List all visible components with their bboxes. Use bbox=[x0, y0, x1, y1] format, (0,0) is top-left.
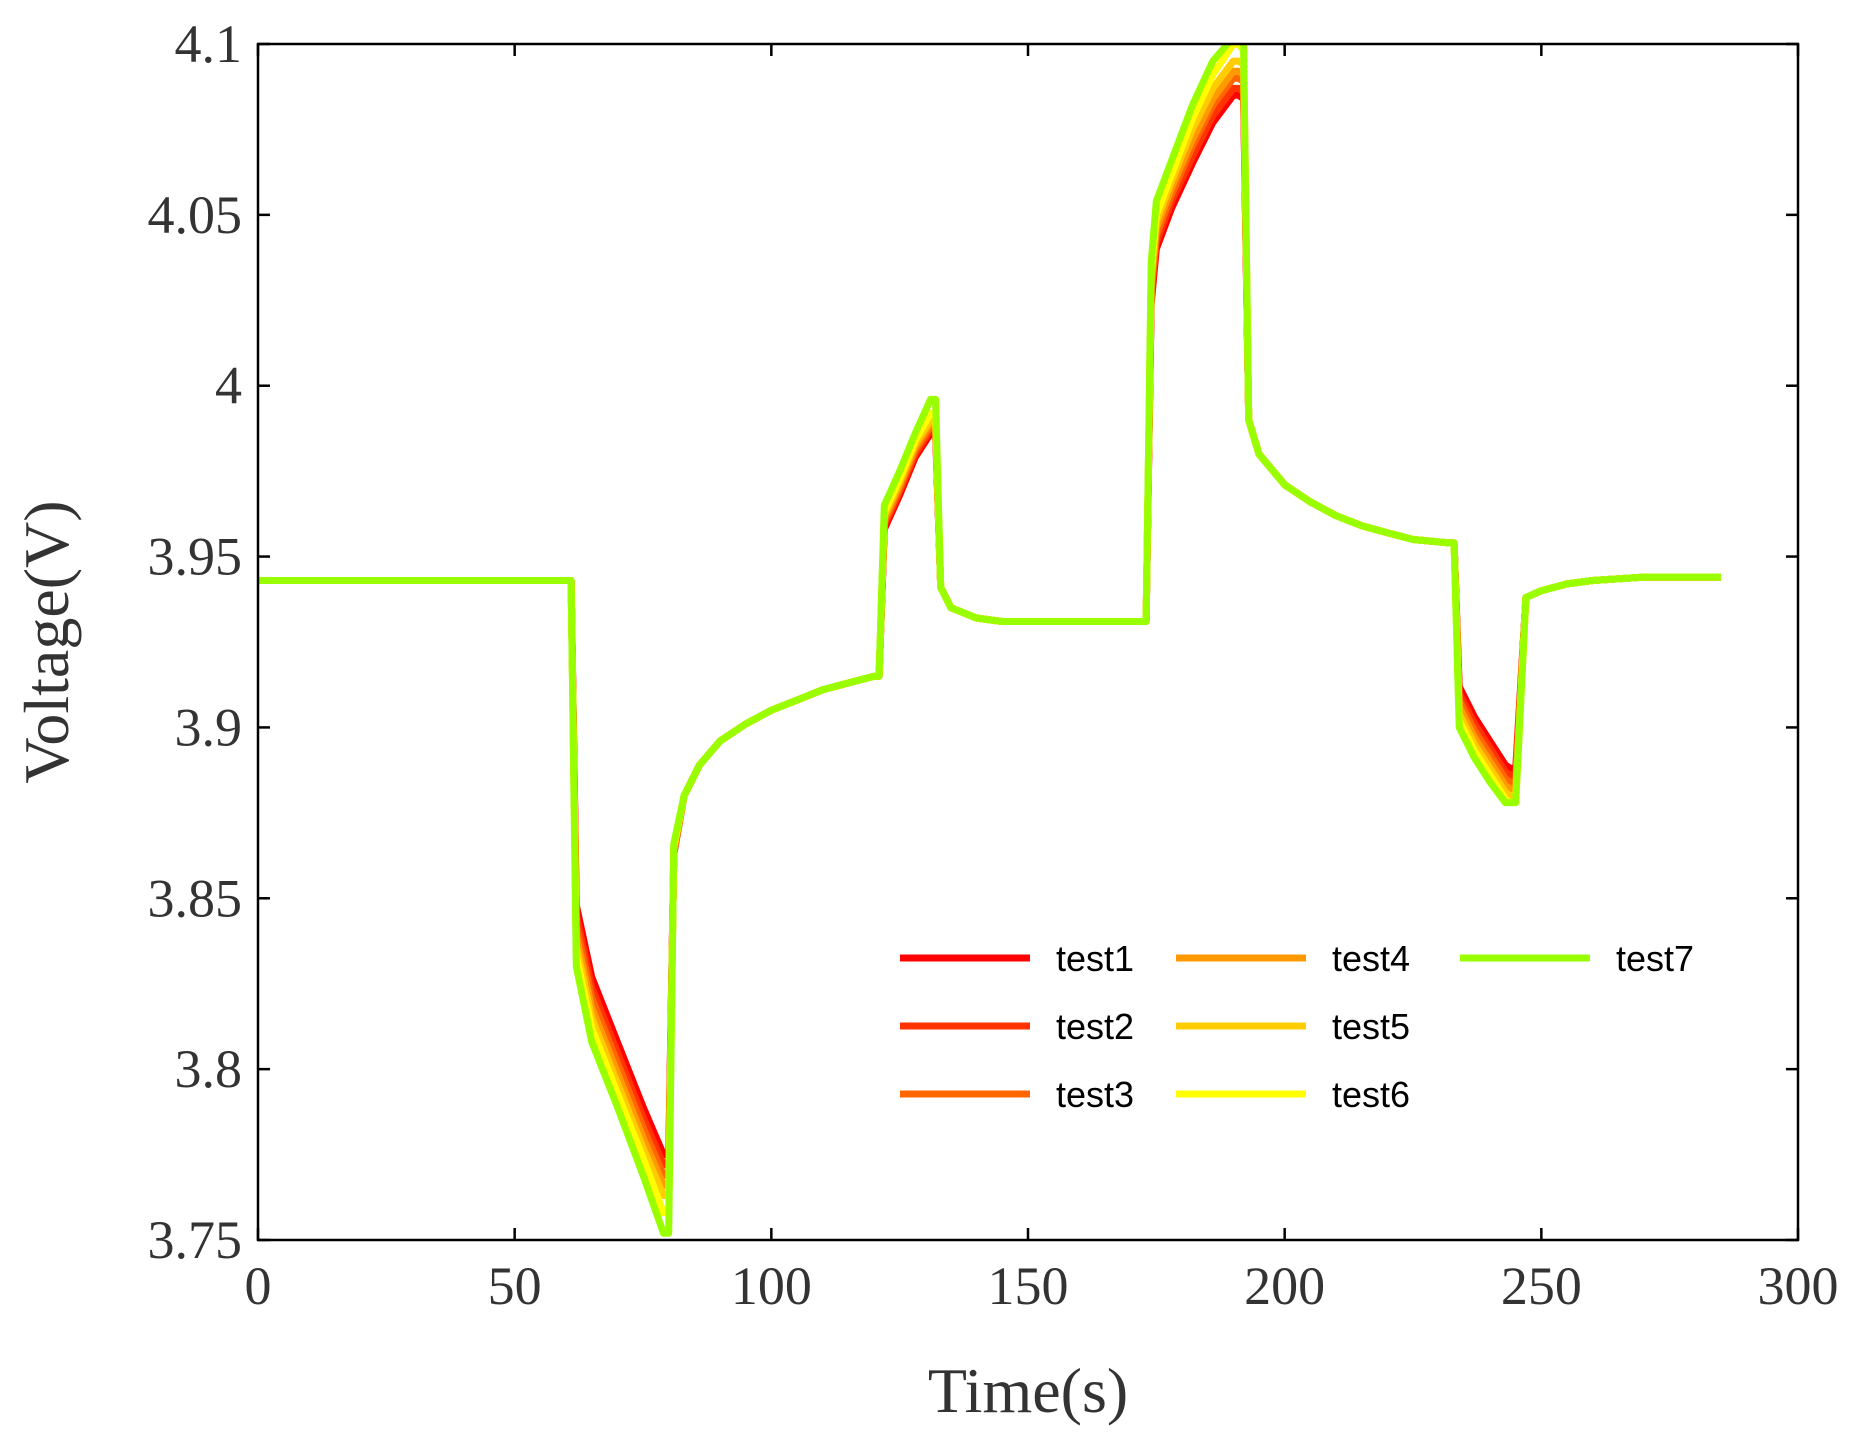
legend-label-4: test4 bbox=[1332, 938, 1410, 979]
plot-frame bbox=[256, 42, 1800, 1242]
y-axis-title: Voltage(V) bbox=[11, 500, 82, 783]
y-tick-label: 4 bbox=[215, 356, 242, 416]
legend: test1 test2 test3 test4 test5 test6 test7 bbox=[900, 938, 1694, 1115]
x-tick-label: 300 bbox=[1758, 1256, 1839, 1316]
legend-label-5: test5 bbox=[1332, 1006, 1410, 1047]
series-line-2 bbox=[258, 84, 1721, 1169]
series-lines bbox=[258, 44, 1721, 1237]
legend-label-6: test6 bbox=[1332, 1074, 1410, 1115]
x-tick-label: 50 bbox=[488, 1256, 542, 1316]
y-tick-label: 4.1 bbox=[175, 14, 243, 74]
y-tick-label: 4.05 bbox=[148, 185, 243, 245]
series-line-3 bbox=[258, 74, 1721, 1179]
x-axis-title: Time(s) bbox=[928, 1355, 1128, 1426]
axis-ticks: 0 50 100 150 200 250 300 3.75 3.8 3.85 3.9 3.95 4 4.0… bbox=[148, 14, 1839, 1316]
legend-label-1: test1 bbox=[1056, 938, 1134, 979]
y-tick-label: 3.95 bbox=[148, 527, 243, 587]
series-line-6 bbox=[258, 44, 1721, 1217]
x-tick-label: 250 bbox=[1501, 1256, 1582, 1316]
y-tick-label: 3.75 bbox=[148, 1210, 243, 1270]
series-line-7 bbox=[258, 44, 1721, 1237]
legend-label-3: test3 bbox=[1056, 1074, 1134, 1115]
y-tick-label: 3.9 bbox=[175, 697, 243, 757]
x-tick-label: 100 bbox=[731, 1256, 812, 1316]
x-tick-label: 150 bbox=[988, 1256, 1069, 1316]
y-tick-label: 3.85 bbox=[148, 868, 243, 928]
x-tick-label: 200 bbox=[1244, 1256, 1325, 1316]
legend-label-2: test2 bbox=[1056, 1006, 1134, 1047]
y-tick-label: 3.8 bbox=[175, 1039, 243, 1099]
x-tick-label: 0 bbox=[245, 1256, 272, 1316]
series-line-1 bbox=[258, 91, 1721, 1159]
series-line-4 bbox=[258, 67, 1721, 1189]
legend-label-7: test7 bbox=[1616, 938, 1694, 979]
